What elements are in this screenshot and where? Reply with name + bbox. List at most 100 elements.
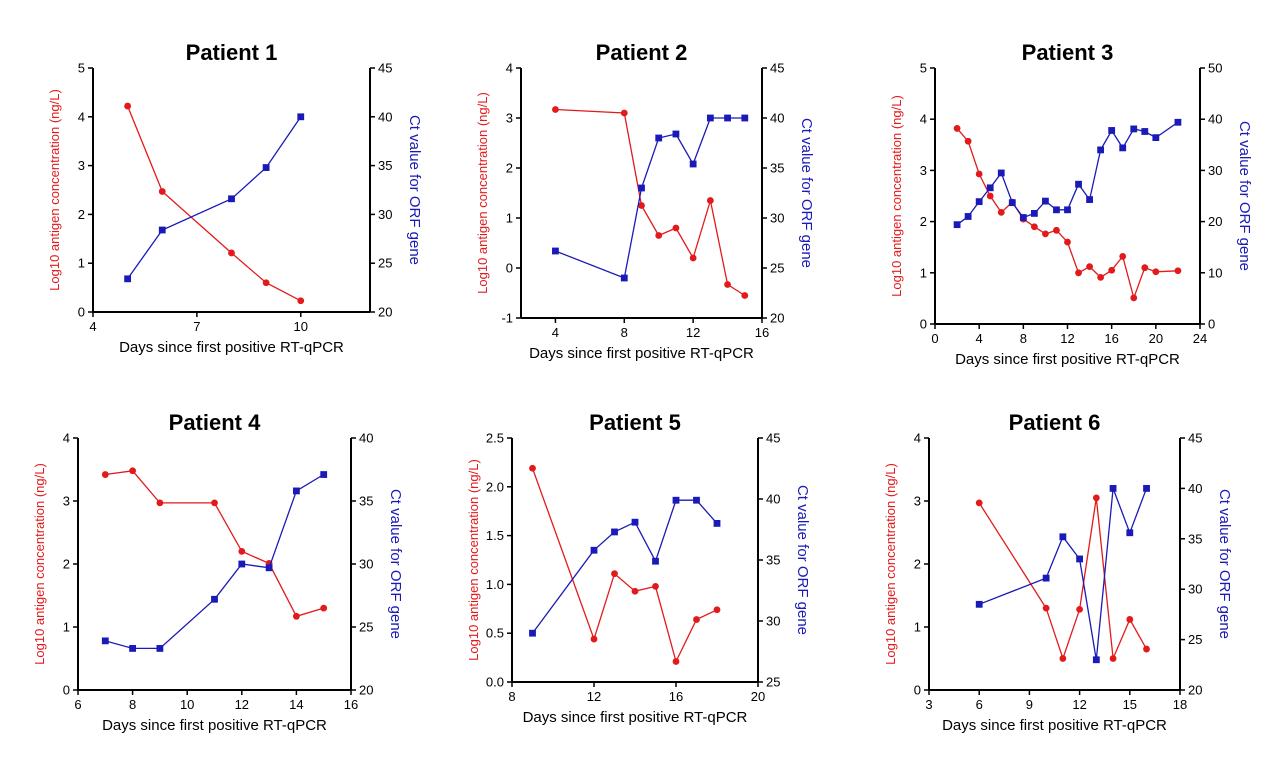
antigen-data-point <box>689 254 697 262</box>
ct-data-point <box>1143 485 1150 492</box>
antigen-data-point <box>1119 253 1127 260</box>
antigen-data-point <box>693 616 700 623</box>
antigen-data-point <box>1130 294 1138 302</box>
ct-data-point <box>1152 134 1160 142</box>
y2-tick-label: 35 <box>1188 531 1202 546</box>
y-tick-label: 2 <box>914 557 921 572</box>
y2-tick-label: 40 <box>770 111 784 126</box>
ct-data-point <box>228 195 235 203</box>
x-axis-label: Days since first positive RT-qPCR <box>955 351 1180 368</box>
antigen-data-point <box>611 570 618 578</box>
x-tick-label: 16 <box>344 697 358 712</box>
ct-data-point <box>655 134 663 142</box>
antigen-data-point <box>975 499 983 507</box>
ct-data-point <box>1064 206 1071 214</box>
y2-tick-label: 30 <box>1208 163 1222 178</box>
y-axis-label-left: Log10 antigen concentration (ng/L) <box>47 89 62 291</box>
y2-tick-label: 35 <box>770 161 784 176</box>
ct-data-point <box>158 226 166 234</box>
y2-tick-label: 30 <box>378 207 392 222</box>
y-tick-label: 1 <box>78 256 85 271</box>
y-tick-label: 2 <box>506 161 513 176</box>
ct-data-point <box>124 275 132 283</box>
ct-data-point <box>1008 199 1016 207</box>
chart-title: Patient 2 <box>596 40 688 65</box>
x-tick-label: 10 <box>294 319 308 334</box>
y-tick-label: 1.5 <box>486 528 504 543</box>
antigen-data-point <box>986 192 994 200</box>
antigen-series-line <box>555 108 746 297</box>
ct-data-point <box>1109 485 1117 492</box>
x-tick-label: 16 <box>1104 331 1118 346</box>
ct-data-point <box>986 184 994 192</box>
antigen-data-point <box>741 292 749 299</box>
antigen-data-point <box>293 612 300 620</box>
antigen-data-point <box>997 208 1005 216</box>
y-tick-label: 0 <box>78 305 85 320</box>
y2-tick-label: 20 <box>770 311 784 326</box>
y-tick-label: 1 <box>920 265 927 280</box>
antigen-data-point <box>1141 264 1149 272</box>
y-tick-label: 1 <box>914 620 921 635</box>
x-tick-label: 0 <box>931 331 938 346</box>
antigen-data-point <box>1143 645 1150 653</box>
antigen-data-point <box>590 635 598 643</box>
x-tick-label: 20 <box>751 689 765 704</box>
x-axis-label: Days since first positive RT-qPCR <box>523 709 748 726</box>
y-axis-label-right: Ct value for ORF gene <box>798 118 815 268</box>
ct-data-point <box>293 487 300 495</box>
x-axis-label: Days since first positive RT-qPCR <box>529 345 754 362</box>
ct-data-point <box>672 496 680 504</box>
y-tick-label: 0.0 <box>486 675 504 690</box>
y2-tick-label: 45 <box>770 61 784 76</box>
antigen-data-point <box>672 658 680 665</box>
ct-data-point <box>611 528 618 536</box>
ct-data-point <box>953 221 961 229</box>
x-tick-label: 4 <box>976 331 983 346</box>
antigen-data-point <box>552 106 559 113</box>
y-tick-label: 3 <box>506 111 513 126</box>
antigen-data-point <box>297 297 305 305</box>
y-tick-label: 0.5 <box>486 626 504 641</box>
antigen-data-point <box>1109 655 1117 662</box>
antigen-data-point <box>964 137 972 145</box>
antigen-data-point <box>1152 268 1160 276</box>
antigen-data-point <box>1059 655 1067 662</box>
ct-data-point <box>1053 206 1060 214</box>
antigen-series-line <box>126 105 302 302</box>
ct-series-line <box>978 488 1148 660</box>
ct-data-point <box>975 198 983 206</box>
x-tick-label: 20 <box>1149 331 1163 346</box>
y-axis-label-left: Log10 antigen concentration (ng/L) <box>466 459 481 661</box>
antigen-data-point <box>228 249 235 257</box>
y2-tick-label: 40 <box>1188 481 1202 496</box>
y-tick-label: 2.0 <box>486 479 504 494</box>
ct-series-line <box>127 116 302 280</box>
x-tick-label: 8 <box>129 697 136 712</box>
ct-data-point <box>1126 529 1134 537</box>
y-tick-label: 0 <box>920 317 927 332</box>
y-axis-label-right: Ct value for ORF gene <box>1216 489 1233 639</box>
y-axis-label-left: Log10 antigen concentration (ng/L) <box>883 463 898 665</box>
y-tick-label: 2 <box>78 207 85 222</box>
x-axis-label: Days since first positive RT-qPCR <box>119 339 344 356</box>
antigen-data-point <box>975 170 983 178</box>
antigen-data-point <box>262 279 270 287</box>
y-tick-label: -1 <box>501 311 513 326</box>
y-tick-label: 3 <box>78 158 85 173</box>
y-tick-label: 1 <box>63 620 70 635</box>
ct-data-point <box>652 557 659 565</box>
y-tick-label: 2 <box>920 214 927 229</box>
ct-data-point <box>265 564 273 572</box>
x-tick-label: 12 <box>235 697 249 712</box>
antigen-data-point <box>238 548 246 555</box>
y-tick-label: 3 <box>63 494 70 509</box>
ct-data-point <box>1174 118 1182 126</box>
ct-data-point <box>238 560 246 568</box>
x-tick-label: 6 <box>976 697 983 712</box>
ct-data-point <box>1092 656 1100 664</box>
chart-title: Patient 3 <box>1022 40 1114 65</box>
x-tick-label: 14 <box>289 697 303 712</box>
antigen-series-line <box>531 468 718 664</box>
